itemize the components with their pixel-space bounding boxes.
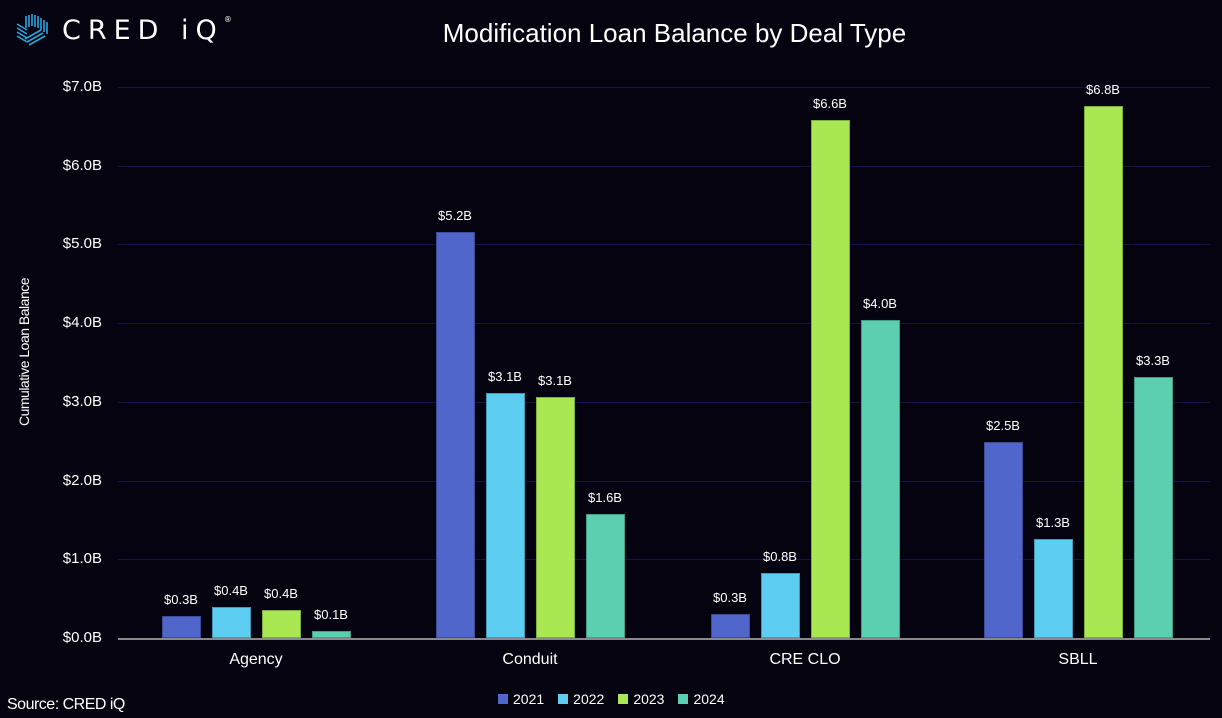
chart-title: Modification Loan Balance by Deal Type	[442, 18, 907, 48]
bar-conduit-2024[interactable]	[585, 513, 625, 638]
bar-data-label: $3.1B	[538, 373, 572, 389]
bar-data-label: $6.6B	[813, 96, 847, 112]
source-note: Source: CRED iQ	[7, 696, 125, 713]
cred-iq-logo: CRED iQ®	[14, 12, 232, 48]
bar-cre-clo-2024[interactable]	[860, 319, 900, 638]
bar-agency-2022[interactable]	[211, 607, 251, 638]
bar-conduit-2021[interactable]	[435, 231, 475, 638]
gridline	[118, 559, 1210, 560]
y-tick-label: $1.0B	[62, 550, 102, 567]
bar-data-label: $0.3B	[164, 591, 198, 607]
bar-data-label: $3.3B	[1136, 352, 1170, 368]
bar-data-label: $0.1B	[314, 606, 348, 622]
category-label-cre-clo: CRE CLO	[769, 651, 841, 668]
gridline	[118, 402, 1210, 403]
bar-data-label: $1.6B	[588, 489, 622, 505]
legend-swatch-icon	[558, 694, 569, 704]
category-label-agency: Agency	[229, 651, 283, 668]
y-tick-label: $6.0B	[62, 157, 102, 174]
y-tick-label: $4.0B	[62, 314, 102, 331]
legend-item-2023[interactable]: 2023	[618, 691, 664, 707]
bar-agency-2023[interactable]	[261, 609, 301, 638]
legend-item-2021[interactable]: 2021	[498, 691, 544, 707]
bar-conduit-2022[interactable]	[485, 393, 525, 638]
gridline	[118, 244, 1210, 245]
bar-data-label: $2.5B	[986, 418, 1020, 433]
legend-item-2024[interactable]: 2024	[678, 691, 725, 707]
bar-data-label: $5.2B	[438, 207, 472, 223]
y-tick-label: $2.0B	[62, 472, 102, 489]
gridline	[118, 166, 1210, 167]
cube-logo-icon	[16, 14, 48, 46]
legend-label: 2021	[513, 691, 545, 707]
bar-data-label: $1.3B	[1036, 514, 1070, 530]
legend-item-2022[interactable]: 2022	[558, 691, 604, 707]
category-label-sbll: SBLL	[1058, 651, 1098, 668]
x-axis-baseline	[118, 638, 1210, 640]
legend-swatch-icon	[678, 694, 689, 704]
chart-legend: 2021 2022 2023 2024	[498, 691, 725, 707]
bar-conduit-2023[interactable]	[535, 397, 575, 638]
legend-label: 2023	[633, 691, 665, 707]
y-tick-label: $5.0B	[62, 235, 102, 252]
y-tick-label: $3.0B	[62, 393, 102, 410]
category-label-conduit: Conduit	[502, 651, 558, 668]
bar-sbll-2022[interactable]	[1033, 538, 1073, 638]
y-tick-label: $0.0B	[62, 629, 102, 646]
bar-data-label: $0.4B	[264, 585, 298, 601]
bar-data-label: $6.8B	[1086, 81, 1120, 97]
logo-wordmark: CRED iQ®	[62, 14, 232, 46]
bar-data-label: $0.8B	[763, 548, 797, 564]
bar-data-label: $3.1B	[488, 369, 522, 385]
legend-swatch-icon	[498, 694, 508, 704]
bar-data-label: $0.3B	[713, 590, 747, 606]
gridline	[118, 323, 1210, 324]
bar-sbll-2021[interactable]	[983, 442, 1023, 638]
bar-cre-clo-2022[interactable]	[760, 572, 800, 638]
legend-label: 2024	[693, 691, 725, 707]
bar-cre-clo-2023[interactable]	[810, 120, 850, 638]
bar-cre-clo-2021[interactable]	[710, 614, 750, 638]
bar-data-label: $4.0B	[863, 295, 897, 311]
legend-swatch-icon	[618, 694, 629, 704]
bar-agency-2024[interactable]	[311, 630, 351, 638]
legend-label: 2022	[573, 691, 605, 707]
bar-sbll-2024[interactable]	[1133, 376, 1173, 638]
gridline	[118, 87, 1210, 88]
gridline	[118, 481, 1210, 482]
bar-agency-2021[interactable]	[161, 615, 201, 638]
y-tick-label: $7.0B	[62, 78, 102, 95]
bar-sbll-2023[interactable]	[1083, 105, 1123, 638]
bar-data-label: $0.4B	[214, 583, 248, 599]
